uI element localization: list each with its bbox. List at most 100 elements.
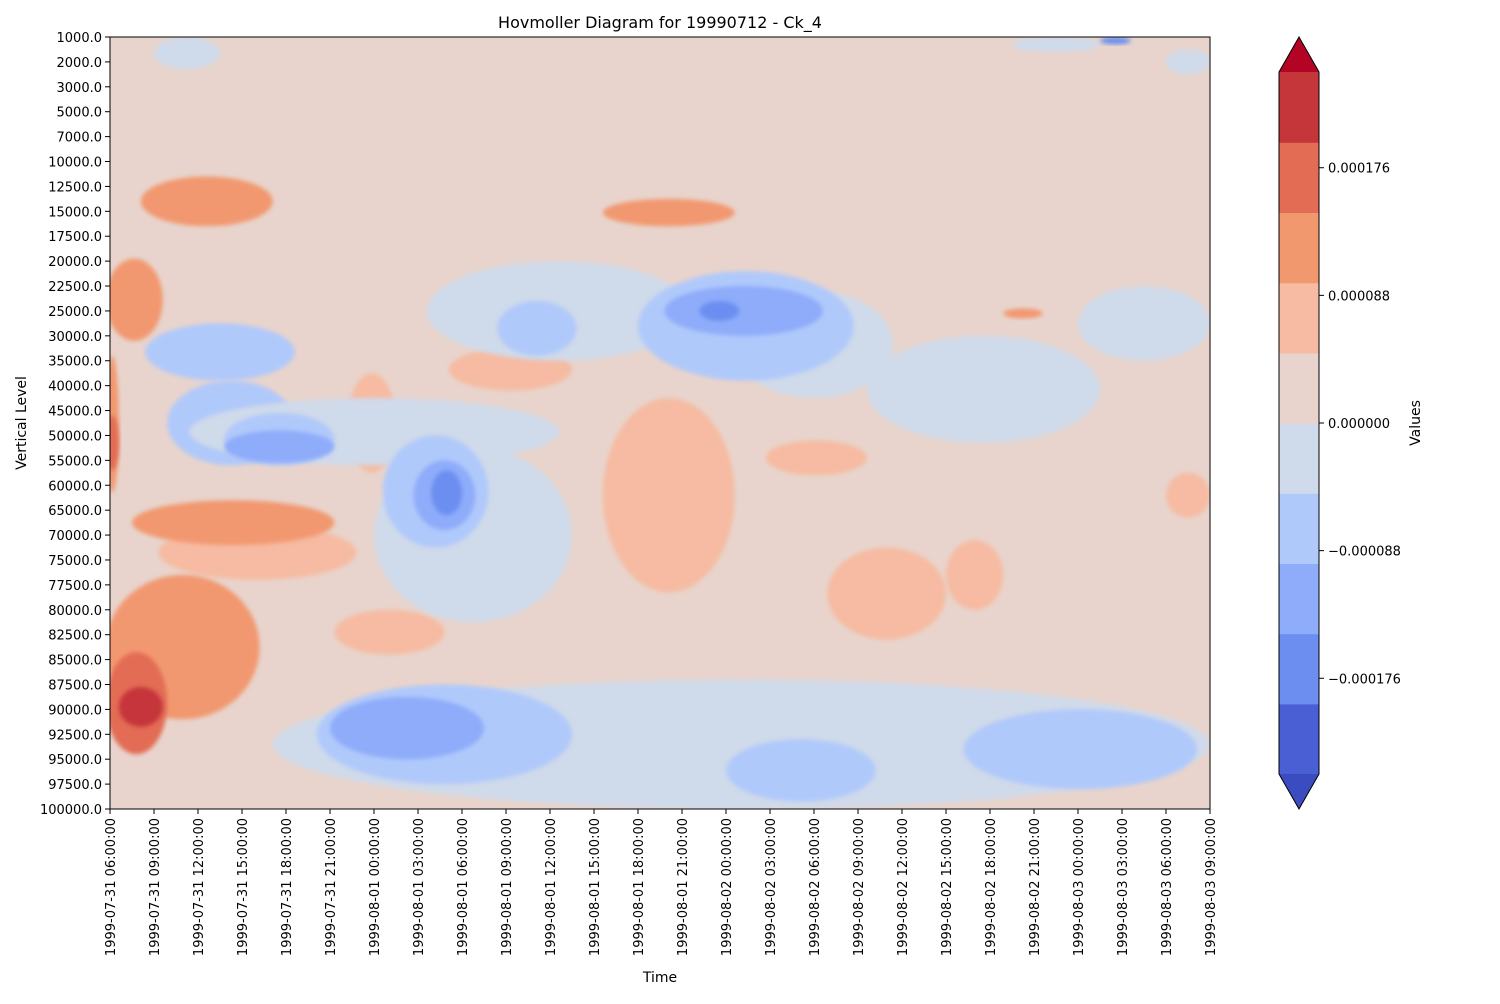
contour-region-42 — [699, 300, 740, 321]
contour-region-8 — [1166, 472, 1210, 518]
x-tick-label: 1999-08-01 15:00:00 — [588, 818, 603, 956]
colorbar-extend-over — [1279, 37, 1319, 72]
colorbar-segment — [1279, 282, 1319, 354]
contour-region-25 — [866, 335, 1100, 443]
contour-region-44 — [1100, 37, 1131, 45]
x-tick-label: 1999-08-01 06:00:00 — [456, 818, 471, 956]
x-tick-label: 1999-08-01 03:00:00 — [412, 818, 427, 956]
y-axis-label: Vertical Level — [14, 376, 30, 470]
contour-region-7 — [334, 609, 445, 655]
y-tick-label: 85000.0 — [48, 654, 102, 669]
colorbar-outline — [1278, 35, 1320, 811]
plot-area — [110, 37, 1210, 809]
colorbar-tick-label: −0.000176 — [1328, 672, 1401, 687]
y-tick-label: 90000.0 — [48, 703, 102, 718]
y-tick-label: 7000.0 — [57, 131, 103, 146]
x-tick-label: 1999-07-31 18:00:00 — [280, 818, 295, 956]
x-tick-label: 1999-08-02 12:00:00 — [896, 818, 911, 956]
y-tick-label: 45000.0 — [48, 405, 102, 420]
y-tick-label: 80000.0 — [48, 604, 102, 619]
x-tick-label: 1999-08-02 03:00:00 — [764, 818, 779, 956]
y-tick-label: 15000.0 — [48, 205, 102, 220]
colorbar-segment — [1279, 142, 1319, 213]
y-tick-label: 95000.0 — [48, 753, 102, 768]
colorbar-label: Values — [1408, 400, 1424, 446]
contour-region-43 — [431, 470, 462, 516]
y-tick-label: 25000.0 — [48, 305, 102, 320]
x-tick-label: 1999-08-01 09:00:00 — [500, 818, 515, 956]
contour-region-12 — [110, 258, 163, 341]
contour-region-41 — [330, 696, 484, 760]
y-tick-label: 60000.0 — [48, 479, 102, 494]
x-tick-label: 1999-08-03 09:00:00 — [1204, 818, 1219, 956]
x-tick-label: 1999-08-02 06:00:00 — [808, 818, 823, 956]
y-tick-label: 30000.0 — [48, 330, 102, 345]
y-tick-label: 100000.0 — [40, 803, 102, 818]
x-tick-label: 1999-07-31 06:00:00 — [104, 818, 119, 956]
contour-region-26 — [1078, 286, 1210, 361]
contour-region-29 — [1166, 49, 1210, 75]
plot-frame — [109, 36, 1211, 810]
colorbar: 0.000176 0.000088 0.000000 −0.000088 −0.0001… — [1278, 35, 1401, 811]
y-tick-label: 17500.0 — [48, 230, 102, 245]
contour-region-13 — [140, 176, 273, 227]
colorbar-segment — [1279, 212, 1319, 284]
x-axis-label: Time — [642, 970, 677, 986]
x-tick-label: 1999-08-02 09:00:00 — [852, 818, 867, 956]
x-tick-label: 1999-07-31 15:00:00 — [236, 818, 251, 956]
y-tick-label: 70000.0 — [48, 529, 102, 544]
contour-region-20 — [145, 323, 295, 381]
contour-region-38 — [224, 430, 335, 463]
y-tick-label: 5000.0 — [57, 106, 103, 121]
y-tick-label: 87500.0 — [48, 678, 102, 693]
x-tick-label: 1999-08-01 18:00:00 — [632, 818, 647, 956]
contour-region-33 — [497, 300, 577, 356]
y-tick-label: 92500.0 — [48, 728, 102, 743]
colorbar-tick-label: 0.000000 — [1328, 417, 1390, 432]
contour-region-19 — [154, 37, 220, 70]
colorbar-tick-label: −0.000088 — [1328, 545, 1401, 560]
x-tick-label: 1999-08-03 00:00:00 — [1072, 818, 1087, 956]
contour-region-14 — [602, 198, 735, 227]
colorbar-tick-label: 0.000176 — [1328, 162, 1390, 177]
contour-region-5 — [827, 547, 946, 640]
x-tick-label: 1999-08-01 12:00:00 — [544, 818, 559, 956]
contour-region-10 — [132, 500, 335, 546]
contour-regions — [110, 37, 1210, 809]
y-tick-label: 12500.0 — [48, 180, 102, 195]
y-tick-label: 97500.0 — [48, 778, 102, 793]
contour-region-40 — [664, 286, 823, 336]
x-tick-label: 1999-08-02 18:00:00 — [984, 818, 999, 956]
y-tick-label: 20000.0 — [48, 255, 102, 270]
x-tick-label: 1999-08-01 00:00:00 — [368, 818, 383, 956]
x-tick-label: 1999-08-02 21:00:00 — [1028, 818, 1043, 956]
colorbar-segment — [1279, 423, 1319, 494]
contour-region-15 — [1003, 308, 1043, 319]
y-tick-label: 50000.0 — [48, 429, 102, 444]
contour-region-4 — [765, 440, 867, 476]
colorbar-segment — [1279, 493, 1319, 564]
y-tick-label: 35000.0 — [48, 355, 102, 370]
y-axis: 1000.0 2000.0 3000.0 5000.0 7000.0 10000.0 125… — [40, 31, 110, 818]
x-tick-label: 1999-08-03 06:00:00 — [1160, 818, 1175, 956]
y-tick-label: 75000.0 — [48, 554, 102, 569]
colorbar-tick-label: 0.000088 — [1328, 289, 1390, 304]
y-tick-label: 22500.0 — [48, 280, 102, 295]
colorbar-segment — [1279, 703, 1319, 775]
y-tick-label: 65000.0 — [48, 504, 102, 519]
contour-region-17 — [110, 415, 119, 471]
colorbar-segment — [1279, 352, 1319, 424]
contour-region-3 — [602, 398, 735, 593]
x-tick-label: 1999-08-02 00:00:00 — [720, 818, 735, 956]
y-tick-label: 1000.0 — [57, 31, 103, 46]
y-tick-label: 82500.0 — [48, 629, 102, 644]
y-tick-label: 3000.0 — [57, 81, 103, 96]
y-tick-label: 55000.0 — [48, 454, 102, 469]
colorbar-segment — [1279, 563, 1319, 635]
y-tick-label: 77500.0 — [48, 579, 102, 594]
x-axis: 1999-07-31 06:00:00 1999-07-31 09:00:00 19… — [104, 809, 1219, 956]
contour-region-37 — [963, 709, 1197, 790]
x-tick-label: 1999-07-31 12:00:00 — [192, 818, 207, 956]
colorbar-segment — [1279, 633, 1319, 705]
